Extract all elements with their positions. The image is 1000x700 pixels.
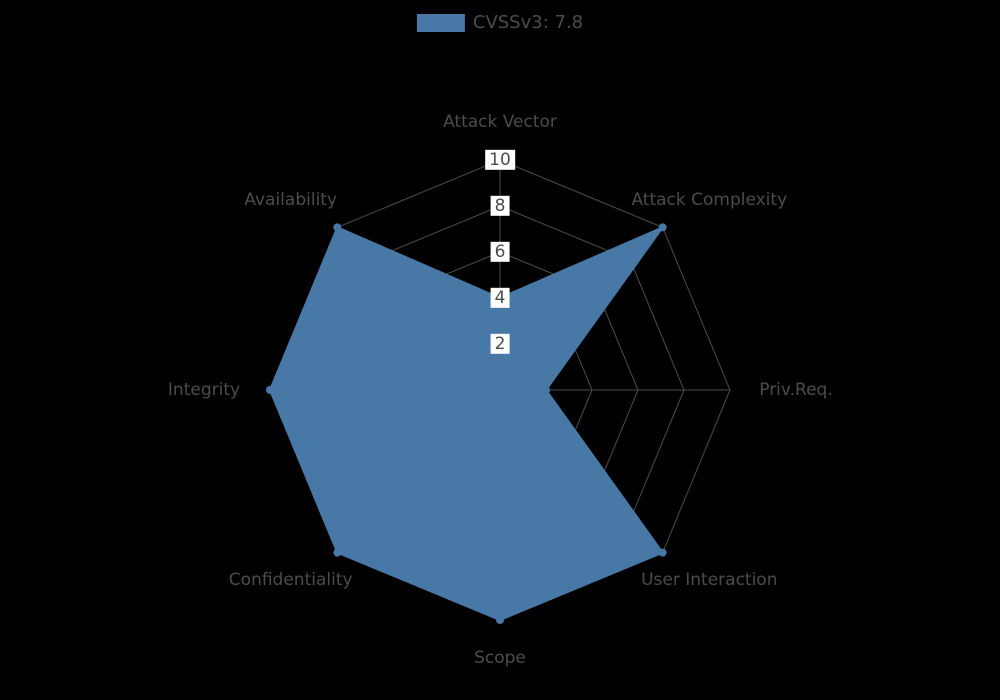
axis-label-6: Integrity xyxy=(168,380,240,400)
axis-label-7: Availability xyxy=(244,190,337,210)
axis-label-1: Attack Complexity xyxy=(631,190,787,210)
legend-swatch xyxy=(417,14,465,32)
tick-8: 8 xyxy=(491,196,510,216)
tick-4: 4 xyxy=(491,288,510,308)
axis-label-2: Priv.Req. xyxy=(759,380,833,400)
legend: CVSSv3: 7.8 xyxy=(417,12,583,33)
axis-label-4: Scope xyxy=(474,648,526,668)
legend-label: CVSSv3: 7.8 xyxy=(473,12,583,33)
tick-2: 2 xyxy=(491,334,510,354)
tick-10: 10 xyxy=(485,150,515,170)
axis-label-3: User Interaction xyxy=(641,570,777,590)
radar-chart: CVSSv3: 7.8 2 4 6 8 10 Attack Vector Attack Co… xyxy=(0,0,1000,700)
axis-label-0: Attack Vector xyxy=(443,112,557,132)
axis-label-5: Confidentiality xyxy=(229,570,353,590)
tick-6: 6 xyxy=(491,242,510,262)
